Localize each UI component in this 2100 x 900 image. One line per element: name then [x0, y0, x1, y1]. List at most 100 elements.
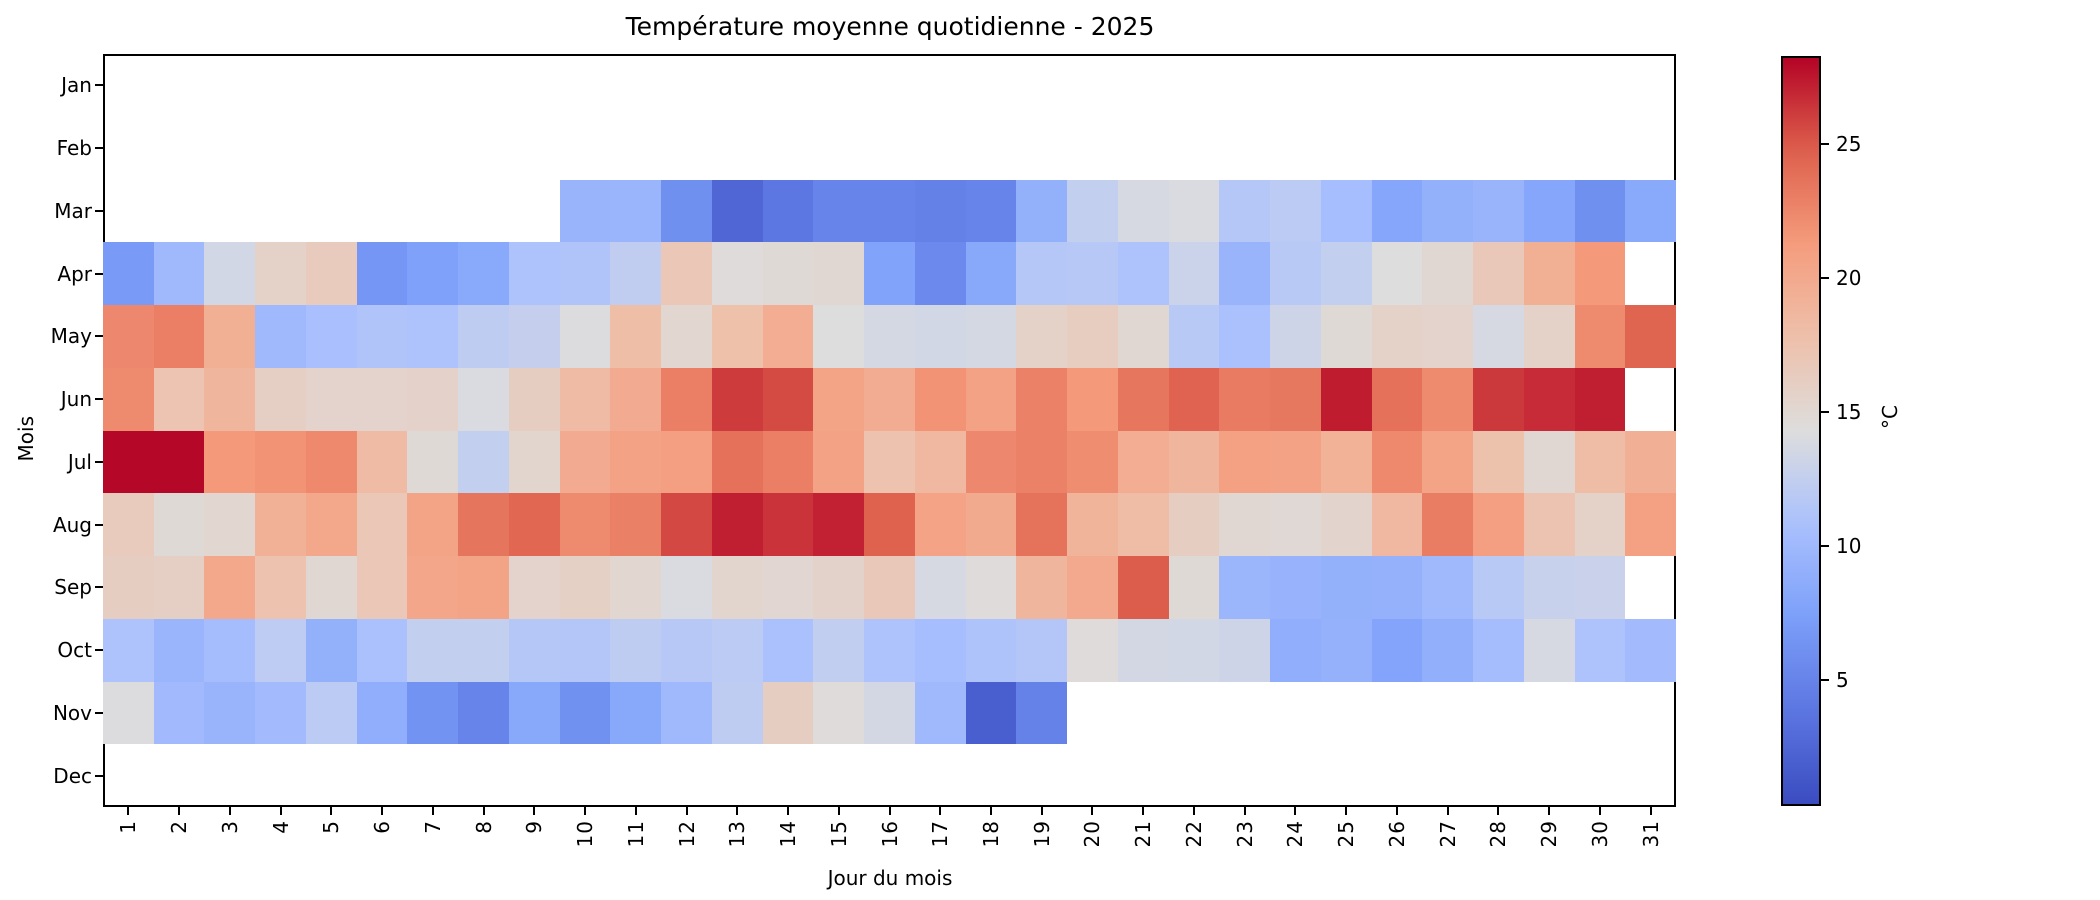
x-tick-mark: [1598, 807, 1601, 815]
heatmap-cell: [763, 556, 813, 619]
heatmap-cell: [864, 619, 915, 682]
heatmap-cell: [813, 619, 864, 682]
heatmap-cell: [357, 493, 407, 556]
heatmap-cell: [458, 368, 509, 431]
heatmap-cell: [864, 305, 915, 368]
y-tick-label: Feb: [56, 136, 92, 161]
x-tick-label: 21: [1131, 820, 1156, 848]
heatmap-cell: [255, 493, 306, 556]
x-tick-mark: [431, 807, 434, 815]
heatmap-cell: [610, 368, 661, 431]
colorbar-tick-label: 15: [1836, 400, 1862, 425]
heatmap-cell: [1270, 368, 1321, 431]
x-tick-mark: [482, 807, 485, 815]
heatmap-cell: [1524, 368, 1575, 431]
heatmap-cell: [1422, 431, 1473, 493]
y-tick-mark: [95, 398, 103, 401]
heatmap-cell: [1422, 619, 1473, 682]
heatmap-cell: [915, 619, 966, 682]
heatmap-cell: [1422, 305, 1473, 368]
x-tick-label: 18: [978, 820, 1003, 848]
heatmap-cell: [154, 556, 204, 619]
heatmap-cell: [1169, 493, 1219, 556]
heatmap-cell: [1219, 556, 1270, 619]
heatmap-cell: [255, 368, 306, 431]
heatmap-cell: [560, 242, 610, 305]
y-tick-mark: [95, 335, 103, 338]
heatmap-cell: [1575, 493, 1625, 556]
heatmap-cell: [1524, 305, 1575, 368]
heatmap-cell: [813, 431, 864, 493]
x-tick-mark: [1497, 807, 1500, 815]
heatmap-cell: [1067, 493, 1118, 556]
x-tick-label: 7: [420, 820, 445, 834]
heatmap-cell: [1118, 619, 1169, 682]
heatmap-cell: [1524, 431, 1575, 493]
colorbar: [1781, 56, 1821, 806]
y-tick-label: Jun: [60, 387, 92, 412]
heatmap-plot-area: [103, 54, 1676, 807]
y-tick-mark: [95, 649, 103, 652]
x-tick-label: 27: [1435, 820, 1460, 848]
heatmap-cell: [813, 305, 864, 368]
heatmap-cell: [712, 556, 763, 619]
x-tick-mark: [330, 807, 333, 815]
x-tick-mark: [787, 807, 790, 815]
x-axis-label: Jour du mois: [827, 866, 953, 890]
heatmap-cell: [1372, 619, 1422, 682]
x-tick-label: 16: [877, 820, 902, 848]
heatmap-cell: [1118, 493, 1169, 556]
x-tick-mark: [1091, 807, 1094, 815]
heatmap-cell: [407, 242, 458, 305]
heatmap-cell: [610, 493, 661, 556]
heatmap-cell: [458, 556, 509, 619]
heatmap-cell: [1372, 305, 1422, 368]
heatmap-cell: [1270, 431, 1321, 493]
heatmap-cell: [1372, 368, 1422, 431]
heatmap-cell: [915, 368, 966, 431]
heatmap-cell: [103, 242, 154, 305]
heatmap-cell: [1524, 242, 1575, 305]
heatmap-cell: [560, 368, 610, 431]
heatmap-cell: [763, 682, 813, 744]
colorbar-label: °C: [1878, 405, 1902, 429]
heatmap-cell: [966, 682, 1016, 744]
heatmap-cell: [712, 493, 763, 556]
heatmap-cell: [306, 305, 357, 368]
heatmap-cell: [864, 368, 915, 431]
colorbar-tick-mark: [1821, 143, 1829, 146]
heatmap-cell: [1219, 242, 1270, 305]
heatmap-cell: [204, 305, 255, 368]
heatmap-cell: [1625, 431, 1676, 493]
heatmap-cell: [1625, 493, 1676, 556]
x-tick-mark: [1395, 807, 1398, 815]
x-tick-label: 24: [1283, 820, 1308, 848]
heatmap-cell: [154, 619, 204, 682]
y-tick-mark: [95, 84, 103, 87]
x-tick-label: 28: [1486, 820, 1511, 848]
heatmap-cell: [610, 556, 661, 619]
heatmap-cell: [864, 431, 915, 493]
heatmap-cell: [103, 619, 154, 682]
heatmap-cell: [661, 619, 712, 682]
heatmap-cell: [1219, 493, 1270, 556]
heatmap-cell: [357, 619, 407, 682]
heatmap-cell: [154, 305, 204, 368]
heatmap-cell: [255, 619, 306, 682]
heatmap-cell: [610, 619, 661, 682]
heatmap-cell: [1625, 305, 1676, 368]
colorbar-tick-label: 20: [1836, 266, 1862, 291]
x-tick-mark: [533, 807, 536, 815]
heatmap-cell: [1219, 368, 1270, 431]
heatmap-cell: [763, 368, 813, 431]
heatmap-cell: [763, 493, 813, 556]
heatmap-cell: [509, 368, 560, 431]
y-tick-mark: [95, 460, 103, 463]
heatmap-cell: [1016, 682, 1067, 744]
heatmap-cell: [509, 682, 560, 744]
heatmap-cell: [763, 305, 813, 368]
heatmap-cell: [204, 493, 255, 556]
heatmap-cell: [1169, 368, 1219, 431]
heatmap-cell: [103, 431, 154, 493]
heatmap-cell: [458, 305, 509, 368]
